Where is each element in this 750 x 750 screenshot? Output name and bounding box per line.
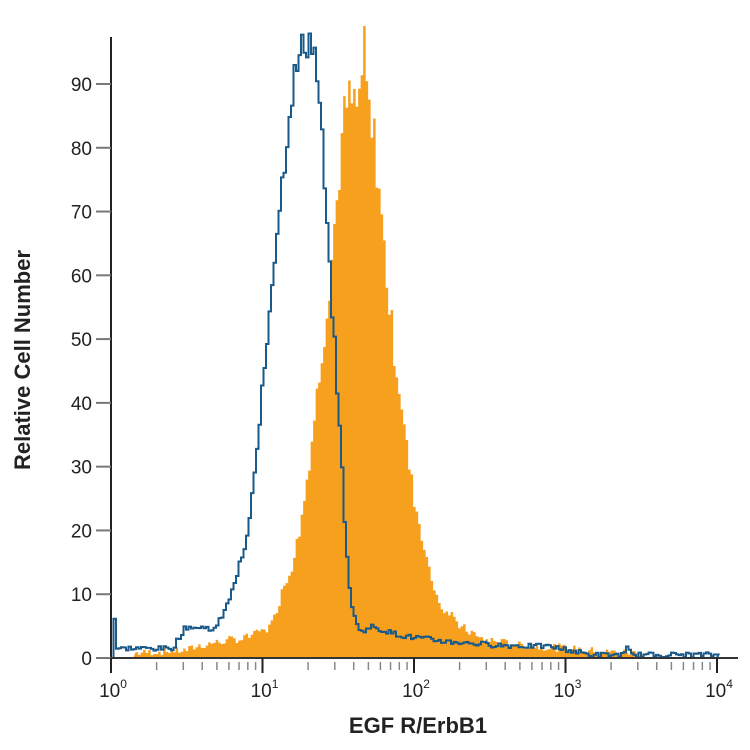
x-axis-title: EGF R/ErbB1 <box>349 713 487 738</box>
plot-area <box>111 26 721 659</box>
isotype-control-histogram <box>111 32 721 659</box>
x-tick-base: 10 <box>99 681 120 702</box>
x-tick-base: 10 <box>554 681 575 702</box>
y-axis-title: Relative Cell Number <box>10 250 35 471</box>
x-tick-label: 104 <box>705 677 733 702</box>
x-tick-exponent: 4 <box>726 677 733 691</box>
y-tick-label: 70 <box>71 203 92 224</box>
x-tick-base: 10 <box>705 681 726 702</box>
y-tick-label: 0 <box>81 649 92 670</box>
y-tick-label: 90 <box>71 75 92 96</box>
y-tick-label: 20 <box>71 521 92 542</box>
y-tick-label: 40 <box>71 394 92 415</box>
x-tick-label: 103 <box>554 677 582 702</box>
x-tick-base: 10 <box>251 681 272 702</box>
y-tick-label: 50 <box>71 330 92 351</box>
x-tick-exponent: 2 <box>423 677 430 691</box>
y-tick-label: 80 <box>71 139 92 160</box>
x-tick-exponent: 1 <box>272 677 279 691</box>
x-tick-exponent: 0 <box>120 677 127 691</box>
x-tick-base: 10 <box>402 681 423 702</box>
x-tick-label: 102 <box>402 677 430 702</box>
y-tick-label: 30 <box>71 458 92 479</box>
y-axis-ticks: 0 10 20 30 40 50 60 70 80 90 <box>71 75 111 670</box>
y-tick-label: 60 <box>71 266 92 287</box>
x-tick-label: 100 <box>99 677 127 702</box>
x-tick-label: 101 <box>251 677 279 702</box>
sample-histogram <box>133 26 644 659</box>
x-axis-ticks: 100 101 102 103 104 <box>99 658 733 702</box>
x-tick-exponent: 3 <box>575 677 582 691</box>
y-tick-label: 10 <box>71 585 92 606</box>
